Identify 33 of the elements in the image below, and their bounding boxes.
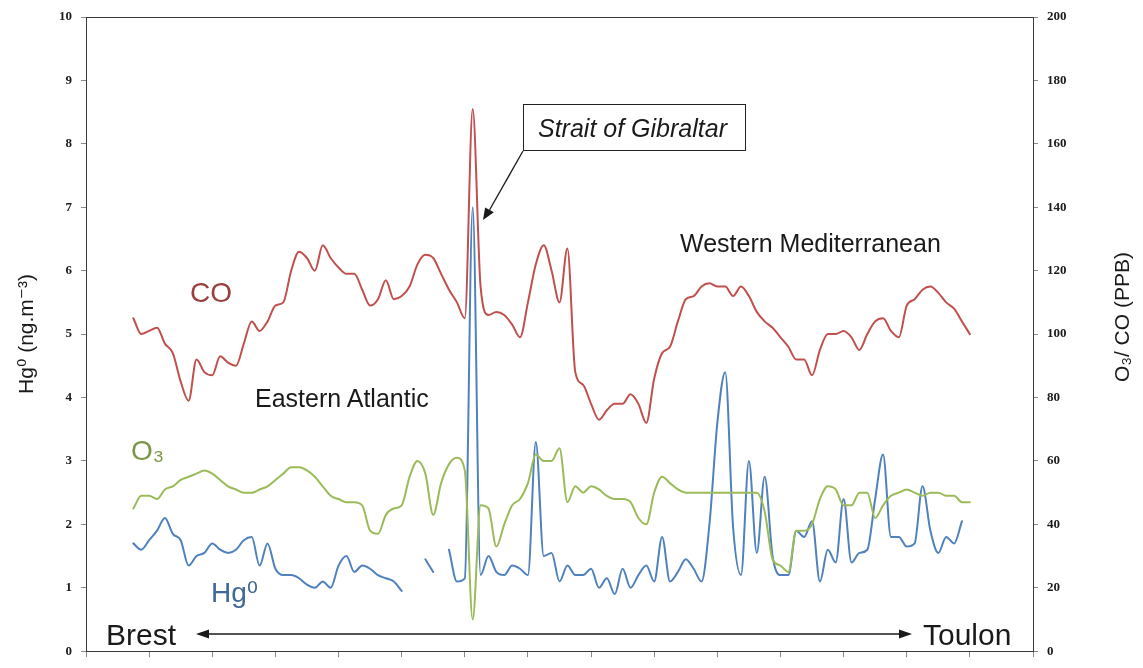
y2-tick-label: 20	[1047, 579, 1060, 595]
y-axis-title: Hg⁰ (ng.m⁻³)	[13, 274, 37, 394]
y2-tick-label: 120	[1047, 262, 1067, 278]
series-label: O₃	[131, 435, 165, 466]
y2-tick-label: 160	[1047, 135, 1067, 151]
series-label: CO	[190, 277, 232, 308]
annotation: Toulon	[923, 618, 1012, 651]
y2-tick-label: 40	[1047, 515, 1060, 531]
series-label: Hg⁰	[211, 577, 259, 608]
y2-tick-label: 0	[1047, 642, 1054, 658]
y2-tick-label: 140	[1047, 198, 1067, 214]
y-tick-label: 1	[65, 579, 72, 595]
y-tick-label: 5	[65, 325, 73, 341]
annotation: Eastern Atlantic	[255, 384, 429, 412]
y-tick-label: 7	[65, 198, 73, 214]
annotation: Western Mediterranean	[680, 229, 941, 257]
y-tick-label: 0	[65, 642, 72, 658]
y-tick-label: 8	[65, 135, 73, 151]
y2-axis-title: O₃/ CO (PPB)	[1109, 252, 1133, 382]
y2-tick-label: 200	[1047, 8, 1067, 24]
annotation: Strait of Gibraltar	[538, 114, 727, 142]
y-tick-label: 2	[65, 515, 72, 531]
y-tick-label: 9	[65, 71, 73, 87]
y-tick-label: 3	[65, 452, 73, 468]
y-tick-label: 10	[59, 8, 72, 24]
y-tick-label: 4	[65, 388, 73, 404]
y2-tick-label: 80	[1047, 388, 1060, 404]
y2-tick-label: 100	[1047, 325, 1067, 341]
y2-tick-label: 180	[1047, 71, 1067, 87]
line-series	[132, 107, 971, 424]
y2-tick-label: 60	[1047, 452, 1060, 468]
annotation: Brest	[106, 618, 177, 651]
y-tick-label: 6	[65, 262, 73, 278]
